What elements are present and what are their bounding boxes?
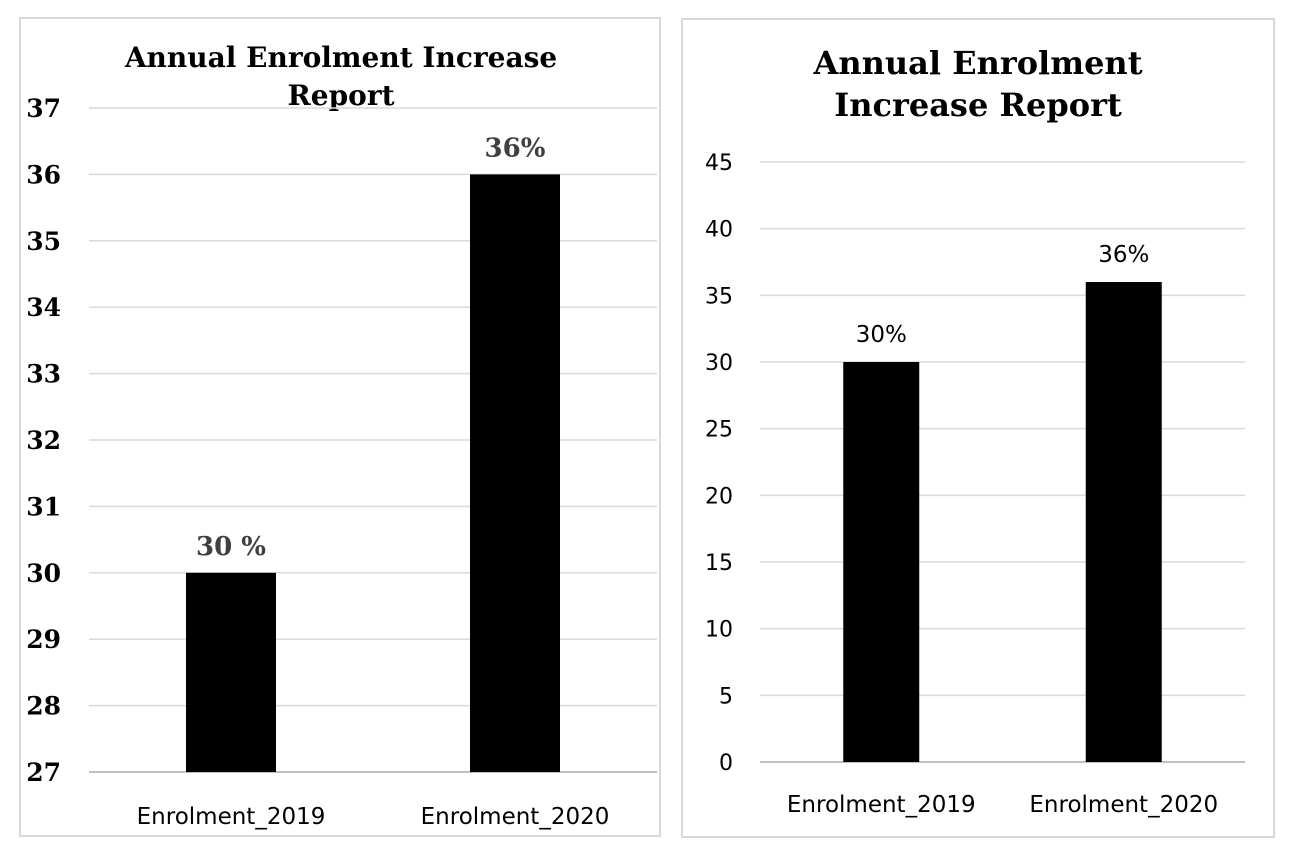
chart-title-line: Annual Enrolment	[813, 44, 1143, 82]
y-tick-label: 20	[705, 484, 733, 509]
bar-enrolment-2019	[186, 572, 276, 772]
y-tick-label: 0	[719, 751, 733, 776]
bar-enrolment-2020	[1085, 282, 1162, 762]
y-tick-label: 32	[26, 426, 61, 455]
y-tick-label: 45	[705, 151, 733, 176]
y-tick-label: 35	[705, 284, 733, 309]
y-tick-label: 34	[26, 293, 61, 322]
x-category-label: Enrolment_2020	[421, 804, 610, 830]
y-tick-label: 40	[705, 218, 733, 243]
chart-title-line: Increase Report	[834, 86, 1122, 124]
data-label: 30 %	[196, 532, 266, 562]
y-tick-label: 15	[705, 551, 733, 576]
data-label: 36%	[1098, 242, 1149, 268]
y-tick-label: 36	[26, 160, 61, 189]
y-tick-label: 30	[26, 559, 61, 588]
y-tick-label: 37	[26, 94, 61, 123]
bar-enrolment-2020	[470, 174, 560, 772]
y-tick-label: 30	[705, 351, 733, 376]
y-tick-label: 5	[719, 684, 733, 709]
chart-panel-right: Annual Enrolment Increase Report 0 5 10 15 20 2…	[681, 18, 1275, 838]
y-tick-label: 28	[26, 692, 61, 721]
x-category-label: Enrolment_2019	[137, 804, 326, 830]
x-category-label: Enrolment_2019	[787, 792, 976, 818]
bar-enrolment-2019	[843, 362, 920, 762]
y-tick-label: 25	[705, 418, 733, 443]
chart-left: Annual Enrolment Increase Report 27 28 29 30 3…	[26, 41, 657, 830]
data-label: 30%	[856, 322, 907, 348]
chart-panel-left: Annual Enrolment Increase Report 27 28 29 30 3…	[19, 17, 661, 837]
y-tick-label: 10	[705, 618, 733, 643]
chart-title-line: Annual Enrolment Increase	[124, 41, 557, 74]
chart-title-line: Report	[287, 79, 394, 112]
y-tick-label: 33	[26, 360, 61, 389]
y-tick-label: 31	[26, 492, 61, 521]
y-tick-label: 29	[26, 625, 61, 654]
y-tick-label: 35	[26, 227, 61, 256]
x-category-label: Enrolment_2020	[1029, 792, 1218, 818]
chart-right: Annual Enrolment Increase Report 0 5 10 15 20 2…	[705, 44, 1245, 818]
y-tick-label: 27	[26, 758, 61, 787]
data-label: 36%	[485, 133, 546, 163]
